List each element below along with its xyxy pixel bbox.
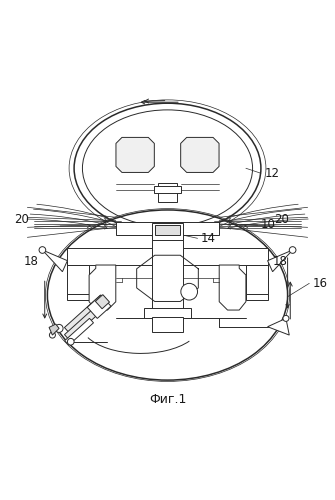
Polygon shape bbox=[89, 265, 116, 310]
Polygon shape bbox=[43, 250, 67, 272]
Text: 18: 18 bbox=[273, 255, 287, 268]
Ellipse shape bbox=[181, 284, 198, 300]
Bar bbox=[158, 184, 177, 202]
Bar bbox=[152, 224, 183, 240]
Bar bbox=[144, 308, 191, 318]
Text: Фиг.1: Фиг.1 bbox=[149, 393, 186, 406]
Bar bbox=[246, 265, 268, 298]
Polygon shape bbox=[268, 250, 292, 272]
Bar bbox=[116, 222, 219, 235]
Ellipse shape bbox=[289, 246, 296, 254]
Bar bbox=[246, 294, 268, 300]
Bar bbox=[65, 318, 93, 345]
Polygon shape bbox=[268, 318, 289, 335]
Bar bbox=[183, 248, 268, 265]
Ellipse shape bbox=[55, 324, 63, 332]
Bar bbox=[95, 294, 110, 309]
Bar bbox=[67, 265, 89, 298]
Text: 20: 20 bbox=[14, 214, 29, 226]
Text: 16: 16 bbox=[313, 277, 328, 290]
Text: 10: 10 bbox=[261, 218, 276, 232]
Polygon shape bbox=[219, 265, 246, 310]
Text: 12: 12 bbox=[264, 167, 279, 180]
Bar bbox=[64, 295, 107, 335]
Bar bbox=[152, 234, 183, 310]
Bar bbox=[154, 186, 181, 194]
Bar bbox=[67, 248, 152, 265]
Polygon shape bbox=[116, 138, 154, 172]
Ellipse shape bbox=[283, 316, 289, 322]
Polygon shape bbox=[181, 138, 219, 172]
Bar bbox=[155, 225, 180, 235]
Bar bbox=[64, 306, 100, 340]
Ellipse shape bbox=[39, 246, 46, 254]
Text: 20: 20 bbox=[274, 214, 289, 226]
Bar bbox=[152, 316, 183, 332]
Ellipse shape bbox=[49, 332, 55, 338]
Bar bbox=[87, 295, 111, 318]
Text: 14: 14 bbox=[201, 232, 216, 245]
Text: 18: 18 bbox=[24, 255, 39, 268]
Polygon shape bbox=[49, 324, 59, 335]
Ellipse shape bbox=[67, 338, 74, 345]
Bar bbox=[67, 294, 89, 300]
